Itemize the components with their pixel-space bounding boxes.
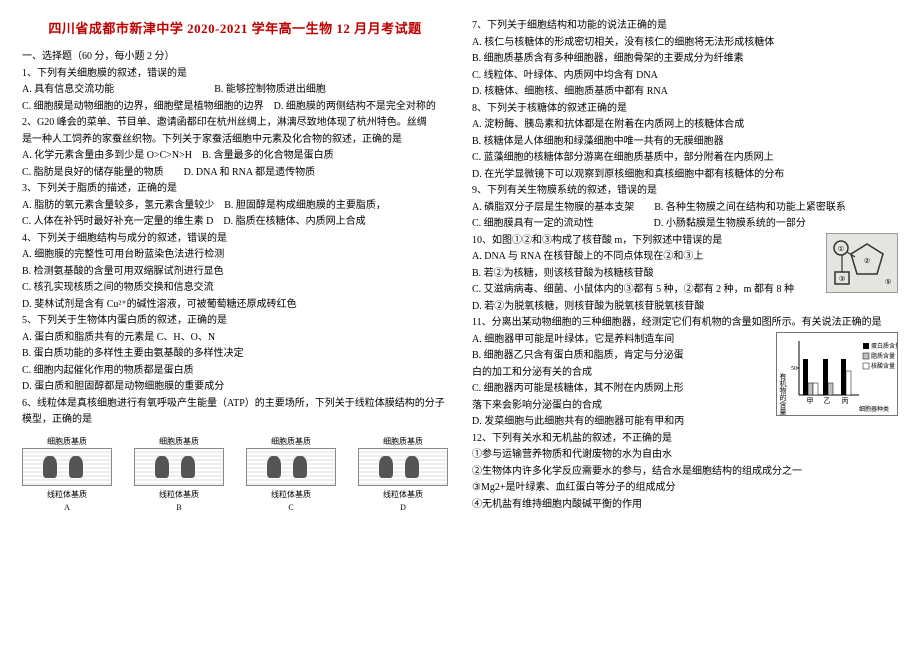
diag-d: 细胞质基质 线粒体基质D	[358, 433, 448, 515]
q12-1: ①参与运输营养物质和代谢废物的水为自由水	[472, 447, 898, 464]
svg-text:⑤: ⑤	[885, 278, 891, 286]
exam-title: 四川省成都市新津中学 2020-2021 学年高一生物 12 月月考试题	[22, 18, 448, 39]
q3-d: D. 脂质在核糖体、内质网上合成	[223, 216, 365, 227]
q2: 2、G20 峰会的菜单、节目单、邀请函都印在杭州丝绸上，淋漓尽致地体现了杭州特色…	[22, 115, 448, 132]
q1-d: D. 细胞膜的两侧结构不是完全对称的	[274, 101, 436, 112]
right-column: 7、下列关于细胞结构和功能的说法正确的是 A. 核仁与核糖体的形成密切相关，没有…	[472, 18, 898, 517]
q8-a: A. 淀粉酶、胰岛素和抗体都是在附着在内质网上的核糖体合成	[472, 117, 898, 134]
q9-a: A. 磷脂双分子层是生物膜的基本支架	[472, 202, 634, 213]
svg-text:50: 50	[791, 366, 797, 372]
svg-text:丙: 丙	[842, 397, 849, 405]
q5-b: B. 蛋白质功能的多样性主要由氨基酸的多样性决定	[22, 346, 448, 363]
q5: 5、下列关于生物体内蛋白质的叙述，正确的是	[22, 313, 448, 330]
svg-text:②: ②	[864, 257, 870, 265]
q2-c: C. 脂肪是良好的储存能量的物质	[22, 167, 164, 178]
q2-row1: A. 化学元素含量由多到少是 O>C>N>H B. 含量最多的化合物是蛋白质	[22, 148, 448, 165]
diag-c: 细胞质基质 线粒体基质C	[246, 433, 336, 515]
diag-d-bot: 线粒体基质D	[358, 488, 448, 514]
q4-b: B. 检测氨基酸的含量可用双缩脲试剂进行显色	[22, 264, 448, 281]
diag-b: 细胞质基质 线粒体基质B	[134, 433, 224, 515]
svg-text:细胞器种类: 细胞器种类	[859, 405, 889, 413]
q7-d: D. 核糖体、细胞核、细胞质基质中都有 RNA	[472, 84, 898, 101]
q5-a: A. 蛋白质和脂质共有的元素是 C、H、O、N	[22, 330, 448, 347]
q4-a: A. 细胞膜的完整性可用台盼蓝染色法进行检测	[22, 247, 448, 264]
membrane-icon	[358, 448, 448, 486]
diag-c-top: 细胞质基质	[246, 435, 336, 448]
q9-b: B. 各种生物膜之间在结构和功能上紧密联系	[654, 202, 846, 213]
q9-c: C. 细胞膜具有一定的流动性	[472, 218, 594, 229]
q1-b: B. 能够控制物质进出细胞	[214, 84, 326, 95]
q12: 12、下列有关水和无机盐的叙述，不正确的是	[472, 431, 898, 448]
q12-2: ②生物体内许多化学反应需要水的参与，结合水是细胞结构的组成成分之一	[472, 464, 898, 481]
svg-text:③: ③	[839, 275, 845, 283]
q3-c: C. 人体在补钙时最好补充一定量的维生素 D	[22, 216, 213, 227]
diag-a-top: 细胞质基质	[22, 435, 112, 448]
q12-4: ④无机盐有维持细胞内酸碱平衡的作用	[472, 497, 898, 514]
q1-c: C. 细胞膜是动物细胞的边界，细胞壁是植物细胞的边界	[22, 101, 264, 112]
svg-text:乙: 乙	[824, 397, 831, 405]
q2-row2: C. 脂肪是良好的储存能量的物质 D. DNA 和 RNA 都是遗传物质	[22, 165, 448, 182]
q6-diagrams: 细胞质基质 线粒体基质A 细胞质基质 线粒体基质B 细胞质基质 线粒体基质C 细…	[22, 433, 448, 515]
q8-c: C. 蓝藻细胞的核糖体部分游离在细胞质基质中，部分附着在内质网上	[472, 150, 898, 167]
q3-row2: C. 人体在补钙时最好补充一定量的维生素 D D. 脂质在核糖体、内质网上合成	[22, 214, 448, 231]
q7-c: C. 线粒体、叶绿体、内质网中均含有 DNA	[472, 68, 898, 85]
q1: 1、下列有关细胞膜的叙述，错误的是	[22, 66, 448, 83]
q3-a: A. 脂肪的氧元素含量较多，氢元素含量较少	[22, 200, 214, 211]
q10-d: D. 若②为脱氧核糖，则核苷酸为脱氧核苷脱氧核苷酸	[472, 299, 898, 316]
q7: 7、下列关于细胞结构和功能的说法正确的是	[472, 18, 898, 35]
q5-d: D. 蛋白质和胆固醇都是动物细胞膜的重要成分	[22, 379, 448, 396]
q1-row: A. 具有信息交流功能 B. 能够控制物质进出细胞	[22, 82, 448, 99]
q1-a: A. 具有信息交流功能	[22, 84, 114, 95]
q8: 8、下列关于核糖体的叙述正确的是	[472, 101, 898, 118]
q4: 4、下列关于细胞结构与成分的叙述，错误的是	[22, 231, 448, 248]
svg-text:甲: 甲	[807, 397, 814, 405]
svg-text:脂质含量: 脂质含量	[871, 352, 895, 360]
svg-text:有机物的含量: 有机物的含量	[779, 372, 787, 415]
diag-b-bot: 线粒体基质B	[134, 488, 224, 514]
q9: 9、下列有关生物膜系统的叙述，错误的是	[472, 183, 898, 200]
q7-b: B. 细胞质基质含有多种细胞器，细胞骨架的主要成分为纤维素	[472, 51, 898, 68]
q12-3: ③Mg2+是叶绿素、血红蛋白等分子的组成成分	[472, 480, 898, 497]
q6: 6、线粒体是真核细胞进行有氧呼吸产生能量（ATP）的主要场所，下列关于线粒体膜结…	[22, 396, 448, 413]
svg-text:蛋白质含量: 蛋白质含量	[871, 342, 897, 350]
q9-d: D. 小肠黏膜是生物膜系统的一部分	[654, 218, 806, 229]
q2-b-opt: B. 含量最多的化合物是蛋白质	[202, 150, 334, 161]
diag-a-bot: 线粒体基质A	[22, 488, 112, 514]
q8-b: B. 核糖体是人体细胞和绿藻细胞中唯一共有的无膜细胞器	[472, 134, 898, 151]
q2-a: A. 化学元素含量由多到少是 O>C>N>H	[22, 150, 192, 161]
q2-d: D. DNA 和 RNA 都是遗传物质	[184, 167, 315, 178]
q4-d: D. 斐林试剂是含有 Cu²⁺的碱性溶液，可被葡萄糖还原成砖红色	[22, 297, 448, 314]
q4-c: C. 核孔实现核质之间的物质交换和信息交流	[22, 280, 448, 297]
organelle-bar-chart: 有机物的含量 50 甲 乙 丙 蛋白质含量 脂质含量	[776, 332, 898, 416]
q3-b: B. 胆固醇是构成细胞膜的主要脂质，	[224, 200, 386, 211]
q7-a: A. 核仁与核糖体的形成密切相关，没有核仁的细胞将无法形成核糖体	[472, 35, 898, 52]
q3-row1: A. 脂肪的氧元素含量较多，氢元素含量较少 B. 胆固醇是构成细胞膜的主要脂质，	[22, 198, 448, 215]
left-column: 四川省成都市新津中学 2020-2021 学年高一生物 12 月月考试题 一、选…	[22, 18, 448, 517]
diag-b-top: 细胞质基质	[134, 435, 224, 448]
q9-row1: A. 磷脂双分子层是生物膜的基本支架 B. 各种生物膜之间在结构和功能上紧密联系	[472, 200, 898, 217]
svg-text:核酸含量: 核酸含量	[871, 362, 895, 370]
diag-c-bot: 线粒体基质C	[246, 488, 336, 514]
svg-text:①: ①	[838, 245, 844, 253]
q1-row2: C. 细胞膜是动物细胞的边界，细胞壁是植物细胞的边界 D. 细胞膜的两侧结构不是…	[22, 99, 448, 116]
q3: 3、下列关于脂质的描述，正确的是	[22, 181, 448, 198]
membrane-icon	[246, 448, 336, 486]
q6b: 模型，正确的是	[22, 412, 448, 429]
nucleotide-diagram: ① ② ③ ⑤	[826, 233, 898, 293]
diag-a: 细胞质基质 线粒体基质A	[22, 433, 112, 515]
q11: 11、分离出某动物细胞的三种细胞器，经测定它们有机物的含量如图所示。有关说法正确…	[472, 315, 898, 332]
section-header: 一、选择题（60 分，每小题 2 分）	[22, 49, 448, 66]
q2b: 是一种人工饲养的家蚕丝织物。下列关于家蚕活细胞中元素及化合物的叙述，正确的是	[22, 132, 448, 149]
q5-c: C. 细胞内起催化作用的物质都是蛋白质	[22, 363, 448, 380]
q8-d: D. 在光学显微镜下可以观察到原核细胞和真核细胞中都有核糖体的分布	[472, 167, 898, 184]
q9-row2: C. 细胞膜具有一定的流动性 D. 小肠黏膜是生物膜系统的一部分	[472, 216, 898, 233]
diag-d-top: 细胞质基质	[358, 435, 448, 448]
exam-page: 四川省成都市新津中学 2020-2021 学年高一生物 12 月月考试题 一、选…	[22, 18, 898, 517]
membrane-icon	[134, 448, 224, 486]
membrane-icon	[22, 448, 112, 486]
